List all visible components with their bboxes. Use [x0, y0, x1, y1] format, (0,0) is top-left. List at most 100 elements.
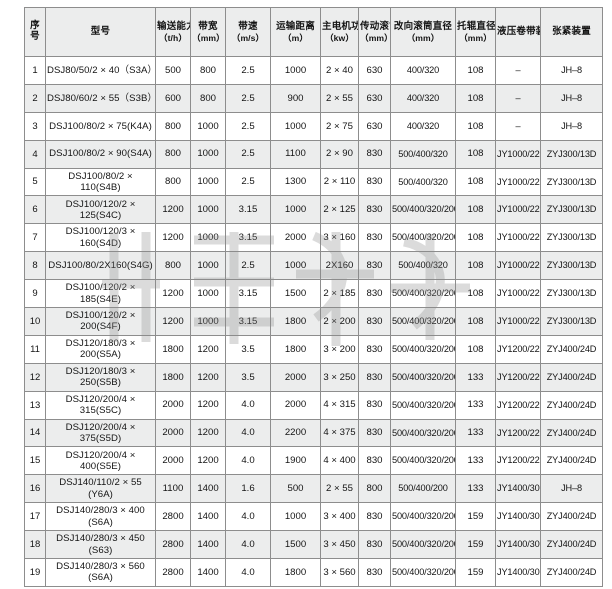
cell-bend-pulley-diameter: 500/400/320/200: [390, 530, 456, 560]
cell-main-motor-power: 2 × 55: [320, 474, 359, 504]
column-header-unit: （m/s）: [231, 33, 265, 44]
cell-transport-distance: 1500: [270, 530, 321, 560]
spec-table-container: 序号型号输送能力（t/h）带宽（mm）带速（m/s）运输距离（m）主电机功率（k…: [24, 7, 603, 587]
cell-transport-distance: 1000: [270, 251, 321, 281]
cell-tensioning-device: ZYJ400/24D: [540, 334, 603, 364]
cell-capacity: 1800: [155, 362, 191, 392]
row-index: 2: [24, 83, 46, 113]
cell-capacity: 500: [155, 56, 191, 85]
column-header-unit: （mm）: [360, 33, 391, 44]
column-header-char: 号: [30, 31, 40, 42]
cell-drive-pulley-diameter: 630: [358, 56, 391, 85]
cell-idler-diameter: 133: [455, 474, 496, 504]
cell-model: DSJ100/120/2 × 200(S4F): [45, 307, 156, 336]
cell-drive-pulley-diameter: 830: [358, 223, 391, 253]
cell-belt-speed: 3.15: [225, 279, 271, 309]
row-index: 14: [24, 418, 46, 448]
column-header-tensioning-device: 张紧装置: [540, 7, 603, 57]
cell-drive-pulley-diameter: 830: [358, 502, 391, 532]
conveyor-spec-table: 序号型号输送能力（t/h）带宽（mm）带速（m/s）运输距离（m）主电机功率（k…: [24, 7, 603, 587]
cell-belt-speed: 2.5: [225, 111, 271, 141]
cell-idler-diameter: 133: [455, 446, 496, 476]
cell-idler-diameter: 159: [455, 558, 496, 587]
cell-belt-speed: 2.5: [225, 251, 271, 281]
row-index: 7: [24, 223, 46, 253]
cell-tensioning-device: ZYJ400/24D: [540, 390, 603, 420]
cell-belt-width: 1200: [190, 418, 226, 448]
cell-model: DSJ120/200/4 × 400(S5E): [45, 446, 156, 476]
row-index: 1: [24, 56, 46, 85]
cell-main-motor-power: 4 × 315: [320, 390, 359, 420]
cell-idler-diameter: 108: [455, 83, 496, 113]
header-row: 序号型号输送能力（t/h）带宽（mm）带速（m/s）运输距离（m）主电机功率（k…: [24, 7, 603, 57]
cell-capacity: 1200: [155, 223, 191, 253]
cell-tensioning-device: ZYJ300/13D: [540, 279, 603, 309]
cell-hydraulic-belt-winder: JY1200/22: [495, 390, 541, 420]
table-row: 1 DSJ80/50/2 × 40（S3A） 500 800 2.5 1000 2 × 40…: [24, 56, 603, 85]
cell-model: DSJ100/80/2 × 90(S4A): [45, 139, 156, 169]
cell-capacity: 800: [155, 167, 191, 197]
cell-bend-pulley-diameter: 500/400/320/200: [390, 195, 456, 225]
cell-model: DSJ140/110/2 × 55 (Y6A): [45, 474, 156, 504]
cell-drive-pulley-diameter: 830: [358, 279, 391, 309]
table-row: 12 DSJ120/180/3 × 250(S5B) 1800 1200 3.5 2000…: [24, 362, 603, 392]
table-header: 序号型号输送能力（t/h）带宽（mm）带速（m/s）运输距离（m）主电机功率（k…: [24, 7, 603, 57]
cell-idler-diameter: 159: [455, 530, 496, 560]
cell-model: DSJ140/280/3 × 400 (S6A): [45, 502, 156, 532]
cell-belt-speed: 2.5: [225, 83, 271, 113]
column-header-belt-width: 带宽 （mm）: [190, 7, 226, 57]
cell-drive-pulley-diameter: 830: [358, 251, 391, 281]
table-row: 3 DSJ100/80/2 × 75(K4A) 800 1000 2.5 1000 2 × …: [24, 111, 603, 141]
cell-transport-distance: 1900: [270, 446, 321, 476]
column-header-model: 型号: [45, 7, 156, 57]
cell-transport-distance: 2000: [270, 223, 321, 253]
column-header-unit: （mm）: [406, 33, 440, 44]
cell-idler-diameter: 159: [455, 502, 496, 532]
cell-belt-speed: 3.15: [225, 307, 271, 336]
cell-model: DSJ140/280/3 × 560 (S6A): [45, 558, 156, 587]
column-header-unit: （mm）: [192, 33, 225, 44]
cell-belt-width: 1000: [190, 279, 226, 309]
cell-tensioning-device: ZYJ400/24D: [540, 446, 603, 476]
cell-bend-pulley-diameter: 500/400/320/200: [390, 362, 456, 392]
cell-idler-diameter: 108: [455, 251, 496, 281]
table-row: 17 DSJ140/280/3 × 400 (S6A) 2800 1400 4.0 100…: [24, 502, 603, 532]
row-index: 8: [24, 251, 46, 281]
cell-model: DSJ120/200/4 × 315(S5C): [45, 390, 156, 420]
cell-transport-distance: 900: [270, 83, 321, 113]
cell-transport-distance: 1300: [270, 167, 321, 197]
cell-idler-diameter: 133: [455, 418, 496, 448]
cell-main-motor-power: 4 × 400: [320, 446, 359, 476]
table-row: 5 DSJ100/80/2 × 110(S4B) 800 1000 2.5 1300 2 ×…: [24, 167, 603, 197]
cell-transport-distance: 1100: [270, 139, 321, 169]
cell-belt-width: 1000: [190, 251, 226, 281]
cell-belt-width: 1400: [190, 502, 226, 532]
cell-hydraulic-belt-winder: JY1200/22: [495, 418, 541, 448]
cell-idler-diameter: 133: [455, 390, 496, 420]
cell-main-motor-power: 3 × 250: [320, 362, 359, 392]
cell-idler-diameter: 108: [455, 307, 496, 336]
column-header-label: 主电机功率: [322, 20, 358, 32]
cell-belt-width: 1000: [190, 223, 226, 253]
cell-bend-pulley-diameter: 500/400/320: [390, 167, 456, 197]
cell-model: DSJ120/180/3 × 200(S5A): [45, 334, 156, 364]
cell-hydraulic-belt-winder: JY1200/22: [495, 446, 541, 476]
table-row: 15 DSJ120/200/4 × 400(S5E) 2000 1200 4.0 1900…: [24, 446, 603, 476]
column-header-bend-pulley-diameter: 改向滚筒直径 （mm）: [390, 7, 456, 57]
cell-idler-diameter: 108: [455, 111, 496, 141]
cell-hydraulic-belt-winder: JY1000/22: [495, 279, 541, 309]
cell-main-motor-power: 3 × 560: [320, 558, 359, 587]
cell-capacity: 2800: [155, 502, 191, 532]
cell-main-motor-power: 2 × 185: [320, 279, 359, 309]
table-row: 6 DSJ100/120/2 × 125(S4C) 1200 1000 3.15 1000…: [24, 195, 603, 225]
row-index: 9: [24, 279, 46, 309]
cell-belt-speed: 3.15: [225, 195, 271, 225]
column-header-index: 序号: [24, 7, 46, 57]
column-header-drive-pulley-diameter: 传动滚筒直径（mm）: [358, 7, 391, 57]
cell-drive-pulley-diameter: 830: [358, 167, 391, 197]
cell-main-motor-power: 2 × 55: [320, 83, 359, 113]
cell-belt-speed: 2.5: [225, 139, 271, 169]
column-header-belt-speed: 带速 （m/s）: [225, 7, 271, 57]
table-row: 16 DSJ140/110/2 × 55 (Y6A) 1100 1400 1.6 500 2…: [24, 474, 603, 504]
table-row: 7 DSJ100/120/3 × 160(S4D) 1200 1000 3.15 2000…: [24, 223, 603, 253]
